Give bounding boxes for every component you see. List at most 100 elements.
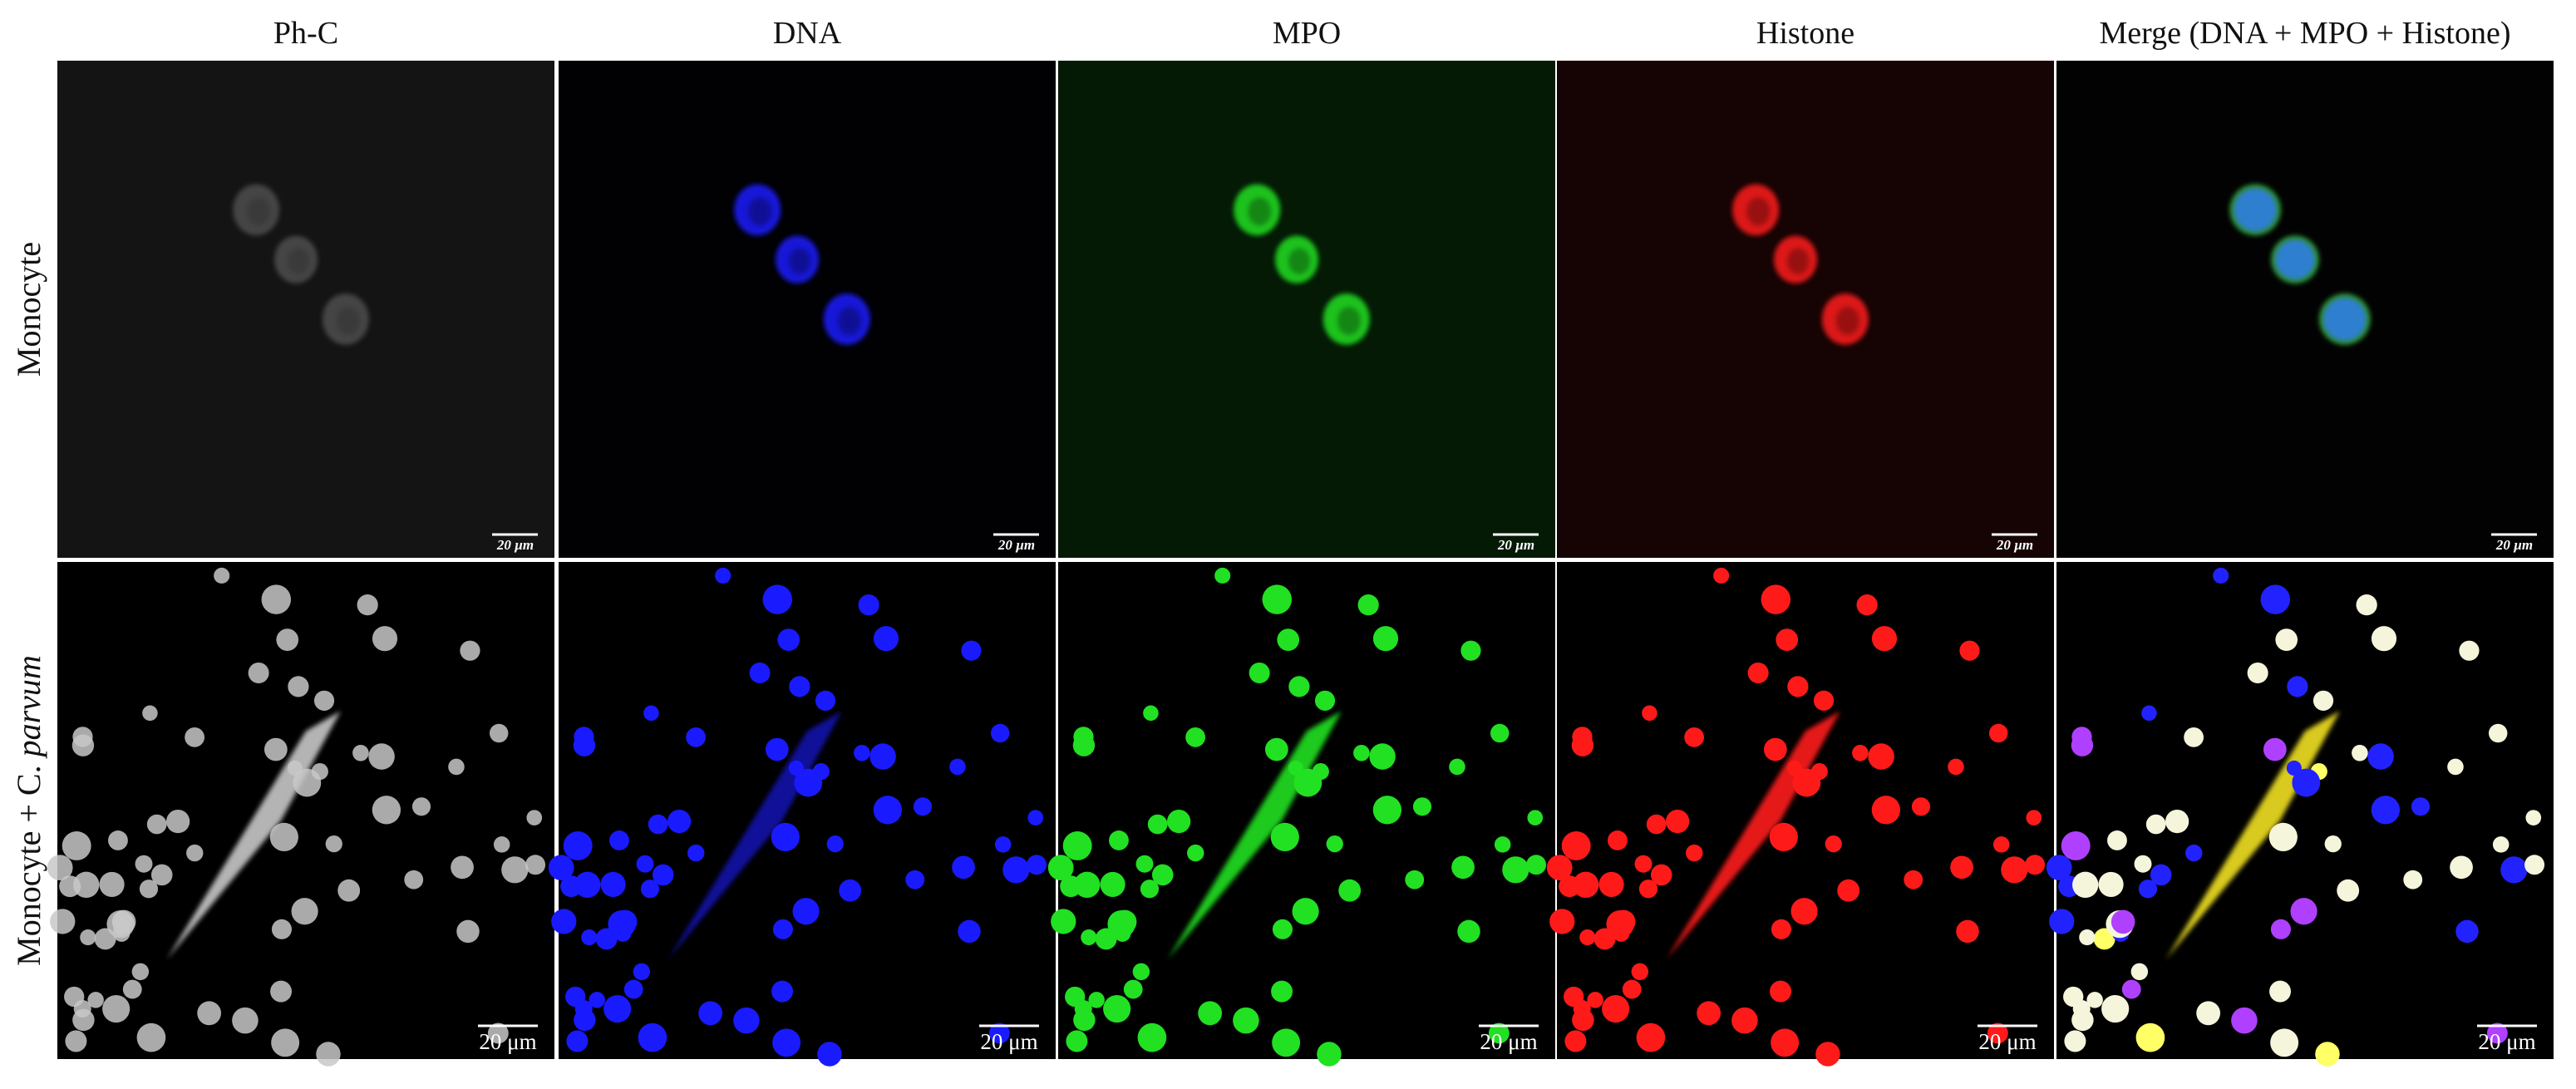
cell xyxy=(108,830,128,850)
cell xyxy=(368,743,395,770)
cell xyxy=(2275,628,2298,651)
scale-bar-label: 20 μm xyxy=(2478,1029,2535,1054)
row-label-part: Monocyte + C. xyxy=(10,756,47,965)
cell xyxy=(1185,727,1206,747)
cell xyxy=(1123,979,1143,999)
cell xyxy=(1790,898,1818,925)
cell xyxy=(749,662,771,683)
cell xyxy=(50,909,76,934)
cell xyxy=(1634,855,1652,873)
cell xyxy=(777,628,800,651)
cell xyxy=(2290,898,2317,925)
cell xyxy=(325,835,342,853)
cell xyxy=(2371,626,2397,652)
cell xyxy=(357,594,378,616)
cell xyxy=(1638,880,1658,899)
cell xyxy=(270,980,293,1003)
cell xyxy=(1270,822,1299,852)
cell xyxy=(1112,909,1137,934)
cell xyxy=(1109,830,1129,850)
cell xyxy=(762,584,793,614)
cell xyxy=(826,835,844,853)
cell xyxy=(111,909,136,934)
panel-background xyxy=(57,61,554,558)
cell xyxy=(2079,929,2096,946)
cell xyxy=(525,855,546,875)
cell xyxy=(122,979,142,999)
cell xyxy=(1502,856,1529,884)
cell xyxy=(858,594,879,616)
cell xyxy=(2525,810,2542,825)
cell xyxy=(2072,871,2099,899)
cell xyxy=(261,584,292,614)
cell xyxy=(2025,855,2046,875)
cell xyxy=(1488,1022,1510,1044)
cell xyxy=(2263,737,2287,761)
cell xyxy=(1992,836,2010,853)
micrograph-panel: 20 µm xyxy=(2056,61,2554,558)
cell xyxy=(1317,1042,1342,1067)
cell xyxy=(2231,1007,2258,1034)
cell xyxy=(1561,831,1591,860)
row-label-part: parvum xyxy=(10,655,47,759)
row-label-part: Monocyte xyxy=(10,242,47,377)
scale-bar-label: 20 μm xyxy=(479,1029,536,1054)
cell xyxy=(609,830,629,850)
cell xyxy=(1147,814,1168,835)
cell xyxy=(1494,836,1511,853)
cell xyxy=(1357,594,1379,616)
cell xyxy=(2352,744,2368,761)
cell xyxy=(1233,1007,1259,1034)
cell xyxy=(1948,758,1964,776)
cell xyxy=(2247,662,2268,683)
cell xyxy=(1081,929,1097,946)
cell xyxy=(2101,994,2130,1023)
cell xyxy=(2121,979,2141,999)
cell xyxy=(994,836,1012,853)
cell xyxy=(2324,835,2342,853)
cell xyxy=(1956,919,1979,944)
cell xyxy=(214,567,230,584)
micrograph-panel: 20 μm xyxy=(2046,562,2554,1067)
cell xyxy=(1988,723,2008,743)
cell xyxy=(551,909,577,934)
cell xyxy=(1187,844,1204,862)
cell xyxy=(313,690,335,711)
cell xyxy=(958,919,981,944)
cell xyxy=(574,727,594,747)
micrograph-panel: 20 μm xyxy=(47,562,554,1067)
cell xyxy=(2135,1022,2165,1052)
cell xyxy=(1771,919,1791,939)
cell xyxy=(1815,1042,1840,1067)
cell xyxy=(1792,768,1821,797)
cell-inner xyxy=(336,307,360,335)
cell xyxy=(1167,809,1191,834)
cell xyxy=(1987,1022,2008,1044)
scale-bar-label: 20 μm xyxy=(1480,1029,1537,1054)
cell xyxy=(1457,919,1480,944)
cell xyxy=(905,870,925,889)
cell xyxy=(1277,628,1300,651)
cell xyxy=(640,880,660,899)
cell xyxy=(1047,855,1074,881)
cell xyxy=(2287,676,2308,697)
scale-bar-label: 20 µm xyxy=(1996,537,2033,553)
micrograph-panel: 20 µm xyxy=(559,61,1056,558)
cell xyxy=(1214,567,1231,584)
cell xyxy=(873,626,899,652)
cell xyxy=(1288,676,1310,697)
cell xyxy=(2269,980,2292,1003)
cell xyxy=(2184,727,2204,747)
cell xyxy=(1353,744,1370,761)
cell xyxy=(146,814,167,835)
cell xyxy=(2312,690,2334,711)
cell xyxy=(1904,870,1923,889)
cell xyxy=(2072,999,2091,1018)
row-label: Monocyte + C. parvum xyxy=(10,655,47,966)
cell xyxy=(1062,831,1092,860)
cell xyxy=(526,810,543,825)
cell xyxy=(1405,870,1425,889)
cell xyxy=(1611,909,1636,934)
cell xyxy=(633,963,651,981)
